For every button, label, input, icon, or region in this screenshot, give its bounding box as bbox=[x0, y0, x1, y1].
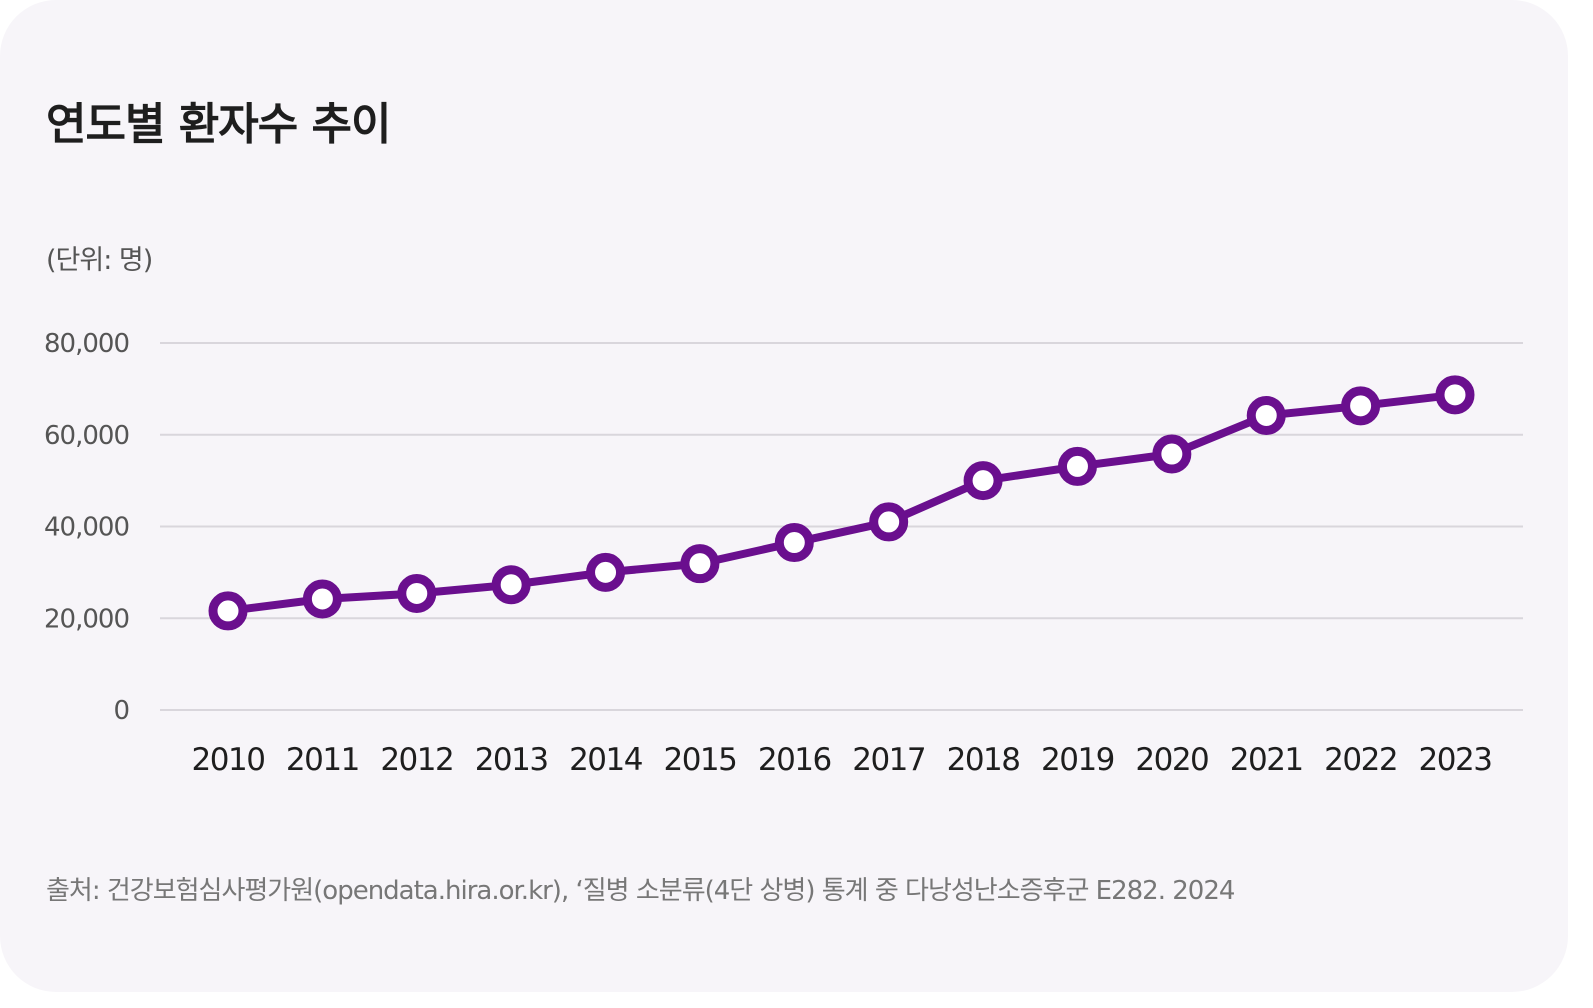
x-tick-label: 2010 bbox=[192, 742, 265, 778]
x-tick-label: 2011 bbox=[286, 742, 359, 778]
x-tick-label: 2022 bbox=[1324, 742, 1397, 778]
data-point bbox=[1057, 446, 1097, 486]
x-tick-label: 2020 bbox=[1135, 742, 1208, 778]
data-point bbox=[869, 502, 909, 542]
data-point bbox=[208, 591, 248, 631]
data-point bbox=[1152, 434, 1192, 474]
data-point bbox=[1341, 386, 1381, 426]
data-point bbox=[491, 565, 531, 605]
x-tick-label: 2018 bbox=[947, 742, 1020, 778]
chart-title: 연도별 환자수 추이 bbox=[46, 99, 391, 150]
x-tick-label: 2021 bbox=[1230, 742, 1303, 778]
y-tick-label: 20,000 bbox=[44, 604, 129, 634]
x-tick-label: 2013 bbox=[475, 742, 548, 778]
data-point bbox=[774, 523, 814, 563]
y-tick-label: 60,000 bbox=[44, 421, 129, 451]
y-tick-label: 0 bbox=[113, 696, 129, 726]
x-tick-label: 2012 bbox=[380, 742, 453, 778]
data-point bbox=[302, 579, 342, 619]
x-tick-label: 2016 bbox=[758, 742, 831, 778]
data-point bbox=[586, 552, 626, 592]
unit-label: (단위: 명) bbox=[46, 245, 153, 276]
data-point bbox=[680, 544, 720, 584]
x-tick-label: 2014 bbox=[569, 742, 642, 778]
x-tick-label: 2017 bbox=[852, 742, 925, 778]
x-tick-label: 2023 bbox=[1419, 742, 1492, 778]
data-point bbox=[1246, 395, 1286, 435]
x-tick-label: 2019 bbox=[1041, 742, 1114, 778]
data-point bbox=[1435, 375, 1475, 415]
chart-card: 연도별 환자수 추이 (단위: 명) 0 20,000 40,000 60,000 80… bbox=[44, 99, 1523, 906]
y-tick-label: 40,000 bbox=[44, 513, 129, 543]
data-point bbox=[397, 573, 437, 613]
line-chart: 0 20,000 40,000 60,000 80,000 2010 2011 2012 201… bbox=[44, 329, 1523, 778]
x-tick-label: 2015 bbox=[663, 742, 736, 778]
y-tick-label: 80,000 bbox=[44, 329, 129, 359]
data-point bbox=[963, 461, 1003, 501]
source-note: 출처: 건강보험심사평가원(opendata.hira.or.kr), ‘질병 … bbox=[46, 876, 1235, 906]
